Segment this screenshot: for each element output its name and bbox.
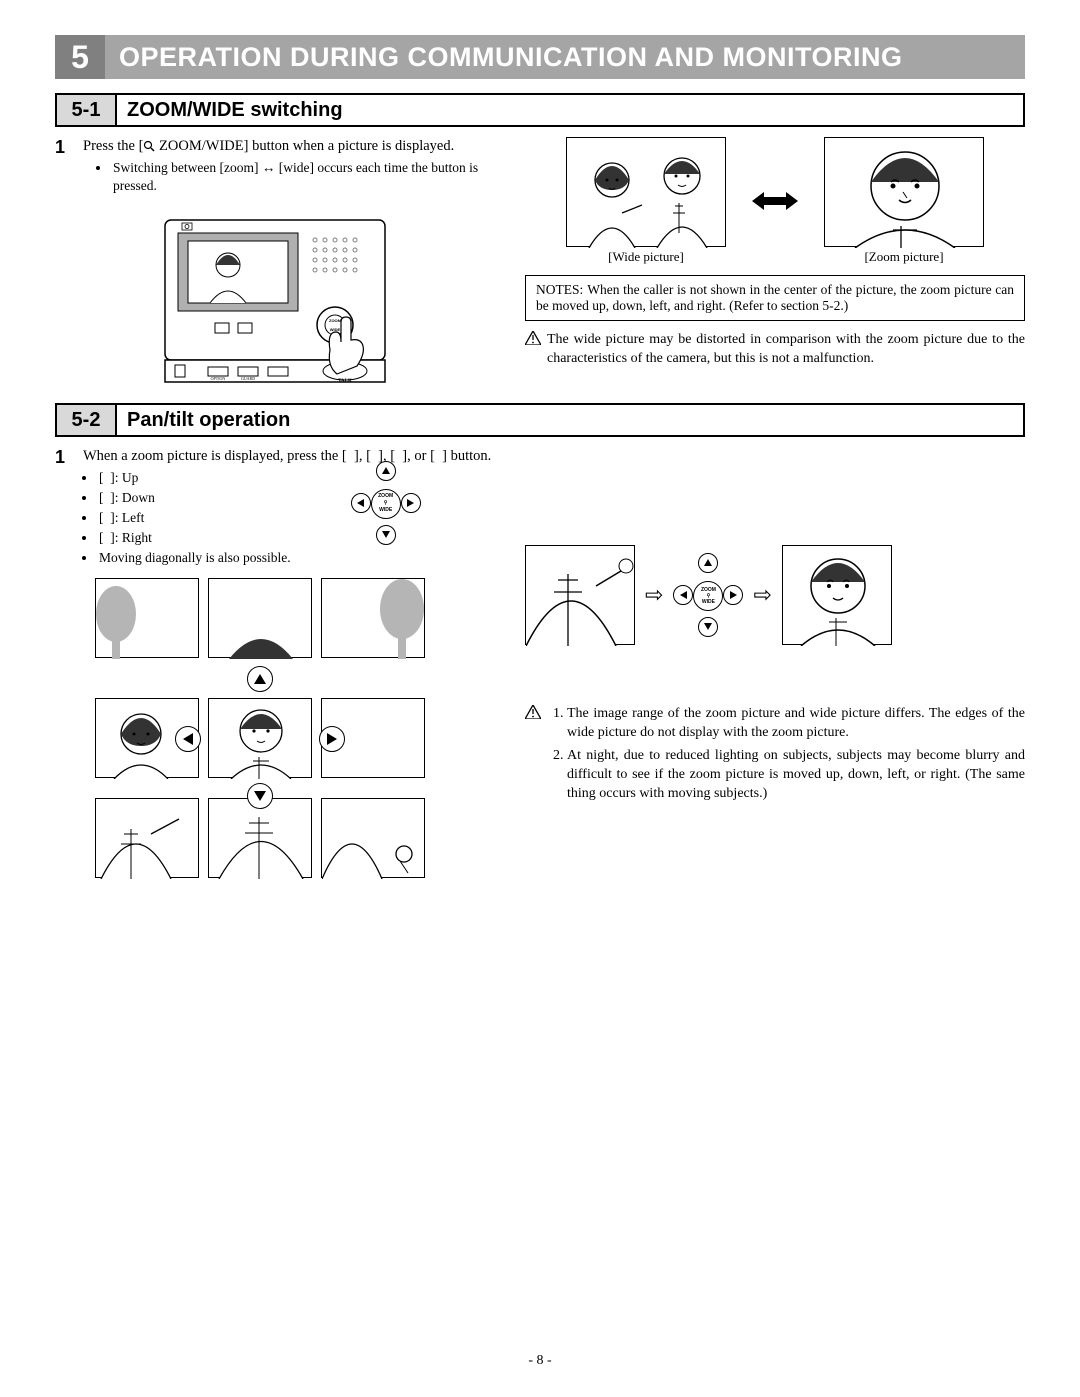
dpad-illustration: ZOOM⚲WIDE	[673, 553, 743, 638]
bullet-diagonal: Moving diagonally is also possible.	[97, 549, 291, 567]
notes-text: When the caller is not shown in the cent…	[536, 282, 1014, 313]
magnify-icon	[143, 140, 155, 152]
svg-text:OPTION: OPTION	[211, 376, 226, 381]
step-number: 1	[55, 447, 73, 568]
warning-text: The wide picture may be distorted in com…	[547, 331, 1025, 369]
sequence-before	[525, 545, 635, 645]
intercom-illustration: ZOOM WIDE OPTION GUARD TALK	[160, 215, 390, 385]
section-5-1-body: 1 Press the [ ZOOM/WIDE] button when a p…	[55, 137, 1025, 385]
step-number: 1	[55, 137, 73, 195]
arrow-right-icon: ⇨	[753, 582, 771, 608]
double-arrow-icon	[750, 189, 800, 213]
warning-5-2: The image range of the zoom picture and …	[525, 705, 1025, 807]
pan-tilt-grid	[95, 578, 425, 888]
svg-text:ZOOM: ZOOM	[329, 318, 342, 323]
arrow-right-icon	[319, 726, 345, 752]
svg-text:GUARD: GUARD	[241, 376, 255, 381]
swap-icon: ↔	[262, 160, 276, 175]
bullet-up: [ ]: Up	[97, 469, 291, 487]
step-text: When a zoom picture is displayed, press …	[83, 448, 491, 464]
bullet-left: [ ]: Left	[97, 509, 291, 527]
svg-text:WIDE: WIDE	[330, 327, 341, 332]
warning-item-2: At night, due to reduced lighting on sub…	[567, 747, 1025, 804]
sequence-after	[782, 545, 892, 645]
chapter-header: 5 OPERATION DURING COMMUNICATION AND MON…	[55, 35, 1025, 79]
section-5-2-body: 1 When a zoom picture is displayed, pres…	[55, 447, 1025, 888]
bullet-right: [ ]: Right	[97, 529, 291, 547]
warning-icon	[525, 705, 541, 719]
warning-icon	[525, 331, 541, 345]
arrow-down-icon	[247, 783, 273, 809]
notes-box: NOTES:When the caller is not shown in th…	[525, 275, 1025, 321]
wide-zoom-comparison: [Wide picture]	[525, 137, 1025, 265]
section-5-1-header: 5-1 ZOOM/WIDE switching	[55, 93, 1025, 127]
arrow-left-icon	[175, 726, 201, 752]
section-number: 5-2	[57, 405, 117, 435]
arrow-up-icon	[247, 666, 273, 692]
section-number: 5-1	[57, 95, 117, 125]
page-number: - 8 -	[0, 1353, 1080, 1369]
arrow-right-icon: ⇨	[645, 582, 663, 608]
bullet-down: [ ]: Down	[97, 489, 291, 507]
zoom-caption: [Zoom picture]	[824, 249, 984, 265]
warning-5-1: The wide picture may be distorted in com…	[525, 331, 1025, 369]
step-text: Press the [ ZOOM/WIDE] button when a pic…	[83, 137, 495, 195]
zoom-picture-figure	[824, 137, 984, 247]
svg-text:TALK: TALK	[338, 379, 352, 384]
wide-picture-figure	[566, 137, 726, 247]
pan-tilt-sequence: ⇨ ZOOM⚲WIDE ⇨	[525, 545, 1025, 645]
wide-caption: [Wide picture]	[566, 249, 726, 265]
warning-item-1: The image range of the zoom picture and …	[567, 705, 1025, 743]
notes-label: NOTES:	[536, 282, 587, 297]
section-title: ZOOM/WIDE switching	[117, 95, 343, 125]
chapter-number: 5	[55, 35, 105, 79]
section-5-2-header: 5-2 Pan/tilt operation	[55, 403, 1025, 437]
chapter-title: OPERATION DURING COMMUNICATION AND MONIT…	[105, 42, 902, 73]
dpad-illustration-small: ZOOM⚲WIDE	[351, 461, 421, 568]
bullet: Switching between [zoom] ↔ [wide] occurs…	[111, 159, 495, 195]
section-title: Pan/tilt operation	[117, 405, 290, 435]
